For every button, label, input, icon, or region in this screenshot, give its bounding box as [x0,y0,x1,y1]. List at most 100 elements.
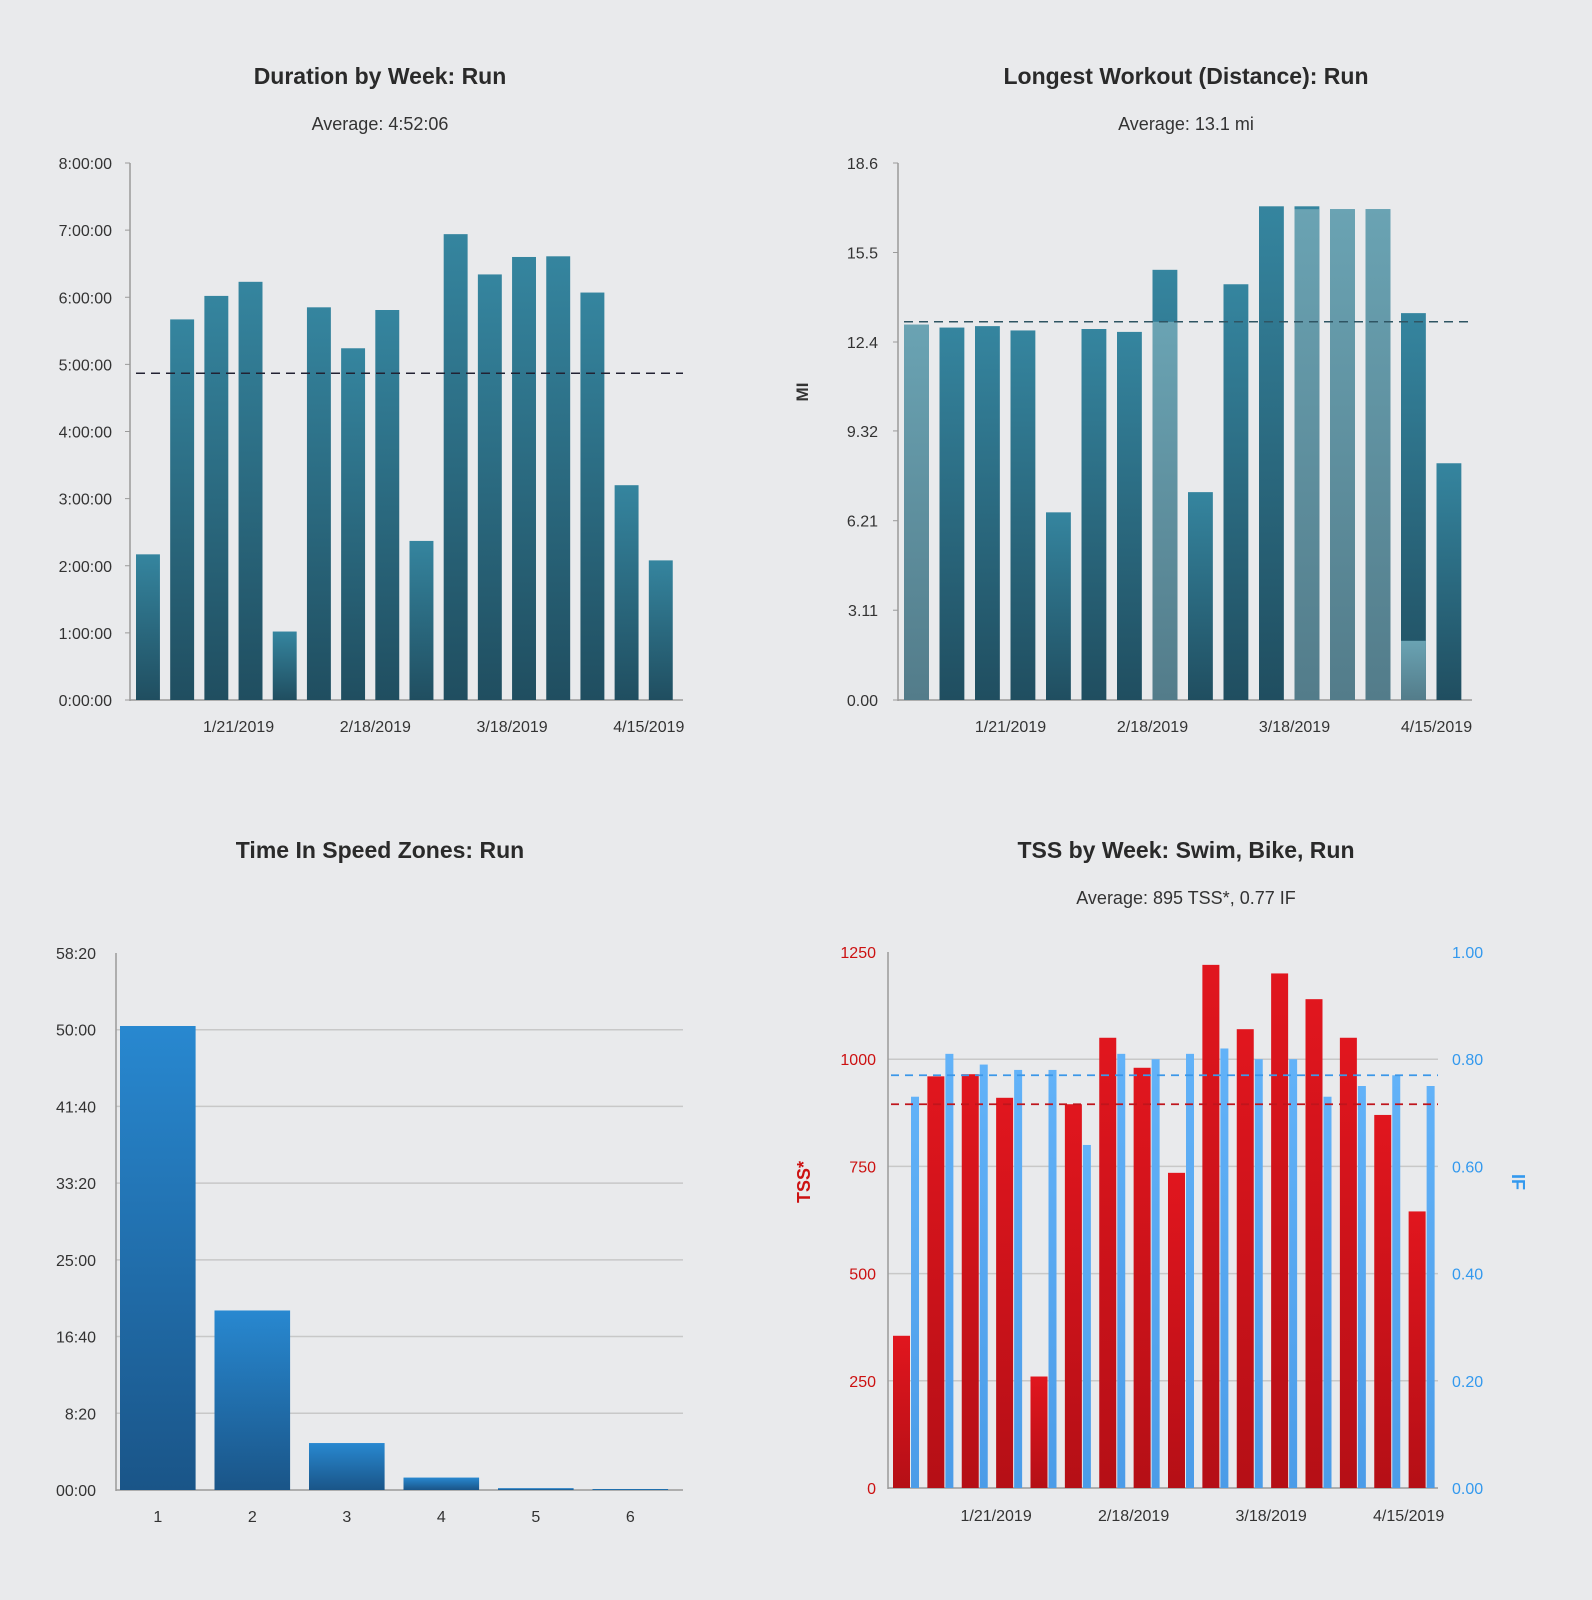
x-tick-label: 1/21/2019 [961,1508,1032,1525]
x-tick-label: 3 [342,1509,351,1526]
y-left-tick-label: 1000 [840,1052,876,1069]
bar-light-portion [1401,640,1426,700]
y-tick-label: 2:00:00 [59,559,112,576]
bar [443,234,468,700]
y-left-tick-label: 250 [849,1374,876,1391]
y-tick-label: 0.00 [847,693,878,710]
bar [403,1477,480,1490]
y-tick-label: 6:00:00 [59,290,112,307]
longest-workout-chart-panel: Longest Workout (Distance): Run Average:… [780,0,1592,780]
bar [477,274,502,700]
tss-bar [996,1097,1014,1488]
bar [375,310,400,700]
if-bar [1048,1069,1057,1488]
bar [1188,492,1213,700]
chart-title: TSS by Week: Swim, Bike, Run [1017,837,1355,863]
x-tick-label: 4 [437,1509,446,1526]
bar [1436,463,1462,700]
y-left-tick-label: 500 [849,1267,876,1284]
tss-bar [1374,1114,1392,1488]
bar [614,485,639,700]
tss-bar [1271,973,1289,1488]
chart-subtitle: Average: 4:52:06 [311,114,449,134]
bar [120,1026,196,1490]
y-right-tick-label: 0.20 [1452,1374,1483,1391]
bar [498,1488,574,1490]
y-tick-label: 33:20 [56,1176,96,1193]
bar [238,281,263,700]
if-bar [1117,1053,1126,1488]
bar [546,256,571,700]
bar [1259,206,1284,700]
x-tick-label: 4/15/2019 [1373,1508,1444,1525]
duration-chart-panel: Duration by Week: Run Average: 4:52:06 0… [0,0,760,780]
if-bar [1254,1059,1263,1488]
y-axis-title: MI [793,383,812,402]
x-tick-label: 3/18/2019 [1236,1508,1307,1525]
if-bar [1289,1059,1298,1488]
y-right-tick-label: 0.60 [1452,1159,1483,1176]
x-tick-label: 2/18/2019 [1098,1508,1169,1525]
x-tick-label: 1/21/2019 [203,719,274,736]
bar-light-portion [1365,209,1391,700]
if-bar [911,1096,919,1488]
y-tick-label: 5:00:00 [59,357,112,374]
tss-bar [1339,1037,1357,1488]
y-tick-label: 16:40 [56,1330,96,1347]
tss-bar [893,1335,910,1488]
if-bar [1357,1086,1366,1488]
chart-subtitle: Average: 895 TSS*, 0.77 IF [1076,888,1296,908]
bar [1117,331,1142,700]
tss-bar [1408,1211,1426,1488]
y-tick-label: 50:00 [56,1023,96,1040]
if-bar [979,1064,988,1488]
x-tick-label: 5 [531,1509,540,1526]
bar [1401,313,1426,700]
bar [272,631,297,700]
y-tick-label: 25:00 [56,1253,96,1270]
y-tick-label: 18.6 [847,156,878,173]
bar [136,554,160,700]
bar [512,256,536,700]
bar-light-portion [1294,209,1320,700]
tss-bar [1064,1104,1082,1488]
if-bar [1426,1086,1435,1488]
y-left-tick-label: 1250 [840,945,876,962]
bar [409,540,434,700]
if-bar [1082,1144,1091,1488]
if-bar [1323,1096,1332,1488]
tss-bar [927,1076,945,1488]
tss-bar [1168,1172,1185,1488]
x-tick-label: 2 [248,1509,257,1526]
y-tick-label: 1:00:00 [59,626,112,643]
bar [214,1310,291,1490]
if-bar [945,1053,954,1488]
tss-chart: 0 250 500 750 1000 1250 0.00 0.20 0.40 0.60 0.80 1.… [794,945,1528,1525]
x-tick-label: 4/15/2019 [1401,719,1472,736]
chart-subtitle: Average: 13.1 mi [1118,114,1254,134]
y-left-tick-label: 750 [849,1159,876,1176]
bar [1081,329,1107,700]
y-right-tick-label: 0.40 [1452,1267,1483,1284]
y-tick-label: 6.21 [847,514,878,531]
bar [648,560,673,700]
y-tick-label: 8:00:00 [59,156,112,173]
bar [1223,284,1249,700]
y-tick-label: 12.4 [847,335,878,352]
duration-chart: 0:00:00 1:00:00 2:00:00 3:00:00 4:00:00 5:00:… [59,156,685,736]
x-tick-label: 2/18/2019 [340,719,411,736]
y-tick-label: 8:20 [65,1406,96,1423]
bar-light-portion [904,324,929,700]
tss-chart-panel: TSS by Week: Swim, Bike, Run Average: 89… [780,790,1592,1570]
x-tick-label: 3/18/2019 [1259,719,1330,736]
bar [341,348,366,700]
if-bar [1151,1059,1160,1488]
y-tick-label: 3:00:00 [59,492,112,509]
y-right-tick-label: 0.80 [1452,1052,1483,1069]
speed-zones-chart-panel: Time In Speed Zones: Run 00:00 8:20 16:40 2… [0,790,760,1570]
bar [975,326,1000,700]
bar [306,307,331,700]
tss-bar [961,1074,979,1488]
bar [580,292,605,700]
tss-bar [1030,1376,1048,1488]
